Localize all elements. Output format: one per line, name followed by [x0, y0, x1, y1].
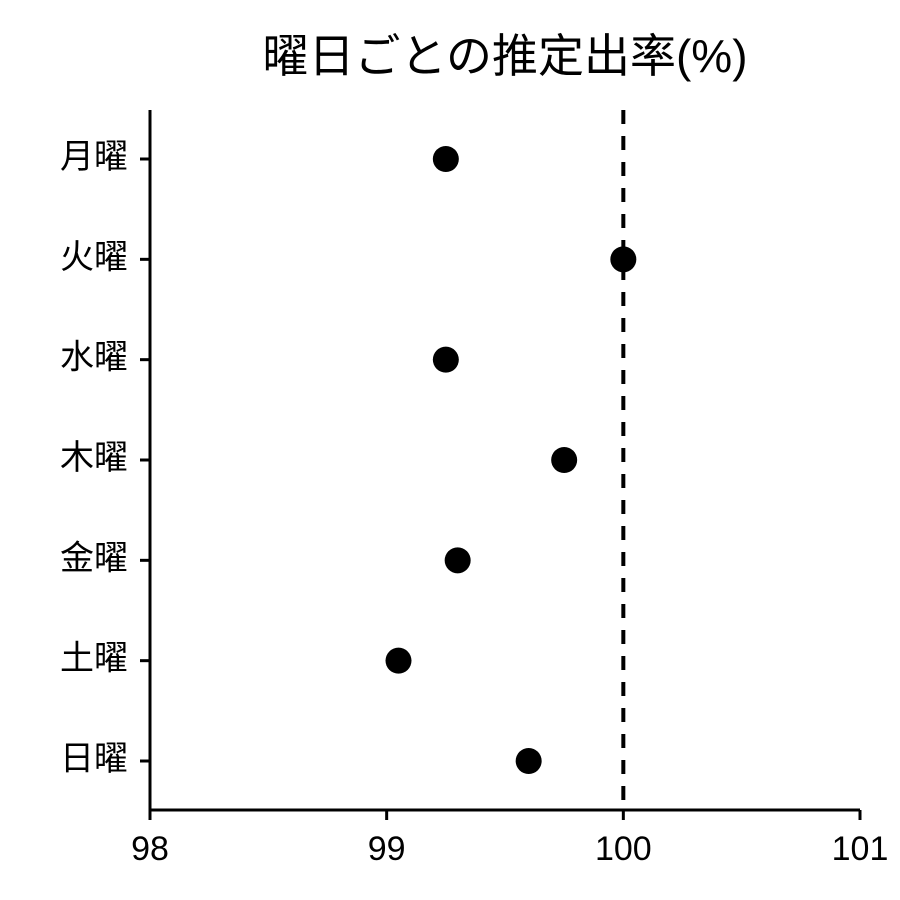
dot-plot: 曜日ごとの推定出率(%) 98 99 100 101 月曜火曜水曜木曜金曜土曜日曜 [0, 0, 900, 900]
data-point [610, 246, 636, 272]
y-tick-label: 火曜 [60, 238, 128, 276]
y-tick-label: 水曜 [60, 339, 128, 377]
x-tick-label: 100 [595, 830, 652, 868]
data-point [445, 547, 471, 573]
y-tick-label: 金曜 [60, 539, 128, 577]
data-point [516, 748, 542, 774]
data-point [386, 648, 412, 674]
x-tick-label: 101 [832, 830, 889, 868]
data-point [551, 447, 577, 473]
x-tick-label: 98 [131, 830, 169, 868]
y-tick-label: 木曜 [60, 439, 128, 477]
y-tick-label: 日曜 [60, 740, 128, 778]
y-tick-label: 土曜 [60, 640, 128, 678]
data-point [433, 146, 459, 172]
x-tick-label: 99 [368, 830, 406, 868]
chart-container: 曜日ごとの推定出率(%) 98 99 100 101 月曜火曜水曜木曜金曜土曜日曜 [0, 0, 900, 900]
y-tick-label: 月曜 [60, 138, 128, 176]
data-point [433, 347, 459, 373]
chart-title: 曜日ごとの推定出率(%) [262, 30, 747, 82]
